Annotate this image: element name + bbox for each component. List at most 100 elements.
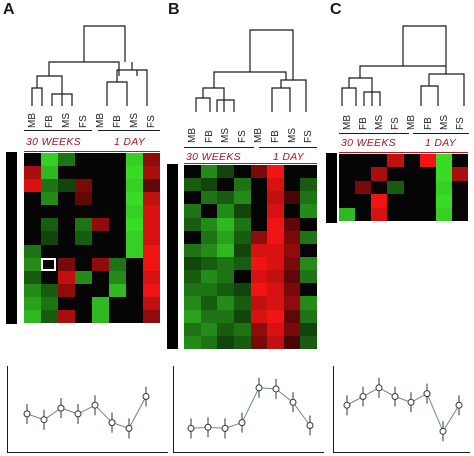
- heatmap-cell: [184, 270, 202, 284]
- heatmap-cell: [451, 167, 468, 182]
- column-label: MS: [374, 115, 386, 130]
- group-label-30-weeks: 30 WEEKS: [186, 151, 241, 163]
- heatmap-cell: [24, 244, 42, 259]
- heatmap-top-line: [339, 152, 468, 153]
- profile-point: [255, 384, 263, 392]
- heatmap-cell: [217, 335, 235, 349]
- column-label: FS: [236, 130, 248, 143]
- heatmap-cell: [233, 309, 251, 324]
- heatmap-cell: [233, 178, 251, 192]
- heatmap-cell: [184, 335, 202, 349]
- heatmap-cell: [451, 207, 468, 221]
- heatmap-cell: [184, 309, 202, 324]
- cluster-bar: [167, 164, 178, 349]
- heatmap-cell: [24, 296, 42, 311]
- heatmap-cell: [300, 270, 317, 284]
- heatmap-cell: [419, 154, 437, 168]
- column-label: FB: [112, 115, 123, 128]
- heatmap-cell: [41, 218, 59, 232]
- heatmap-cell: [371, 207, 388, 221]
- column-label: MB: [406, 115, 418, 130]
- heatmap-cell: [267, 204, 285, 219]
- heatmap-cell: [403, 167, 421, 182]
- heatmap-cell: [126, 153, 144, 167]
- heatmap-cell: [300, 165, 317, 179]
- heatmap-cell: [267, 296, 285, 311]
- heatmap-cell: [92, 283, 110, 298]
- heatmap-cell: [200, 165, 218, 179]
- heatmap-cell: [200, 243, 218, 258]
- heatmap-cell: [419, 194, 437, 209]
- profile-point: [306, 422, 314, 429]
- heatmap-cell: [200, 270, 218, 284]
- group-divider: [339, 133, 409, 134]
- column-label: MS: [61, 113, 72, 128]
- heatmap-cell: [267, 335, 285, 349]
- heatmap-cell: [300, 217, 317, 232]
- heatmap-cell: [283, 257, 301, 271]
- heatmap-cell: [126, 309, 144, 323]
- heatmap-cell: [250, 178, 268, 192]
- heatmap-cell: [24, 231, 42, 246]
- heatmap-cell: [58, 296, 76, 311]
- heatmap-cell: [126, 283, 144, 298]
- heatmap-cell: [419, 207, 437, 221]
- column-label: FS: [303, 130, 315, 143]
- heatmap-cell: [143, 257, 160, 272]
- heatmap-cell: [75, 166, 93, 180]
- heatmap-cell: [200, 283, 218, 297]
- heatmap-cell: [387, 167, 404, 182]
- heatmap-cell: [109, 192, 127, 206]
- heatmap-cell: [200, 257, 218, 271]
- heatmap-cell: [41, 153, 59, 167]
- heatmap-cell: [283, 165, 301, 179]
- heatmap-cell: [200, 296, 218, 311]
- heatmap-cell: [217, 270, 235, 284]
- profile-point: [407, 398, 415, 406]
- heatmap-cell: [217, 204, 235, 219]
- column-label: FB: [270, 130, 281, 143]
- heatmap-cell: [339, 167, 356, 182]
- column-label: FS: [390, 117, 402, 130]
- heatmap-cell: [233, 165, 251, 179]
- profile-point: [439, 427, 447, 435]
- heatmap-cell: [300, 178, 317, 192]
- heatmap-cell: [267, 243, 285, 258]
- heatmap-cell: [217, 230, 235, 245]
- column-label: MS: [438, 115, 450, 130]
- heatmap-cell: [24, 257, 42, 272]
- heatmap-cell: [41, 283, 59, 298]
- heatmap-cell: [283, 191, 301, 205]
- column-label: MB: [253, 128, 265, 143]
- heatmap-cell: [75, 231, 93, 246]
- heatmap-cell: [184, 257, 202, 271]
- heatmap-cell: [58, 166, 76, 180]
- heatmap-cell: [283, 283, 301, 297]
- heatmap-cell: [217, 309, 235, 324]
- heatmap-cell: [92, 205, 110, 219]
- heatmap-cell: [41, 244, 59, 259]
- profile-point: [91, 401, 99, 409]
- heatmap-cell: [41, 205, 59, 219]
- heatmap-cell: [41, 231, 59, 246]
- heatmap: [339, 154, 468, 221]
- heatmap-cell: [435, 154, 453, 168]
- profile-point: [289, 398, 297, 406]
- heatmap-cell: [387, 194, 404, 209]
- heatmap-cell: [300, 257, 317, 271]
- heatmap-cell: [143, 205, 160, 219]
- heatmap-cell: [24, 283, 42, 298]
- heatmap-cell: [58, 309, 76, 323]
- heatmap-cell: [200, 309, 218, 324]
- heatmap-cell: [58, 231, 76, 246]
- heatmap-cell: [143, 231, 160, 246]
- heatmap-cell: [58, 179, 76, 193]
- heatmap-cell: [233, 270, 251, 284]
- heatmap-cell: [267, 217, 285, 232]
- heatmap-cell: [419, 180, 437, 195]
- heatmap-cell: [92, 296, 110, 311]
- heatmap-cell: [184, 296, 202, 311]
- heatmap-cell: [109, 166, 127, 180]
- heatmap-cell: [267, 178, 285, 192]
- column-label: MS: [286, 128, 298, 143]
